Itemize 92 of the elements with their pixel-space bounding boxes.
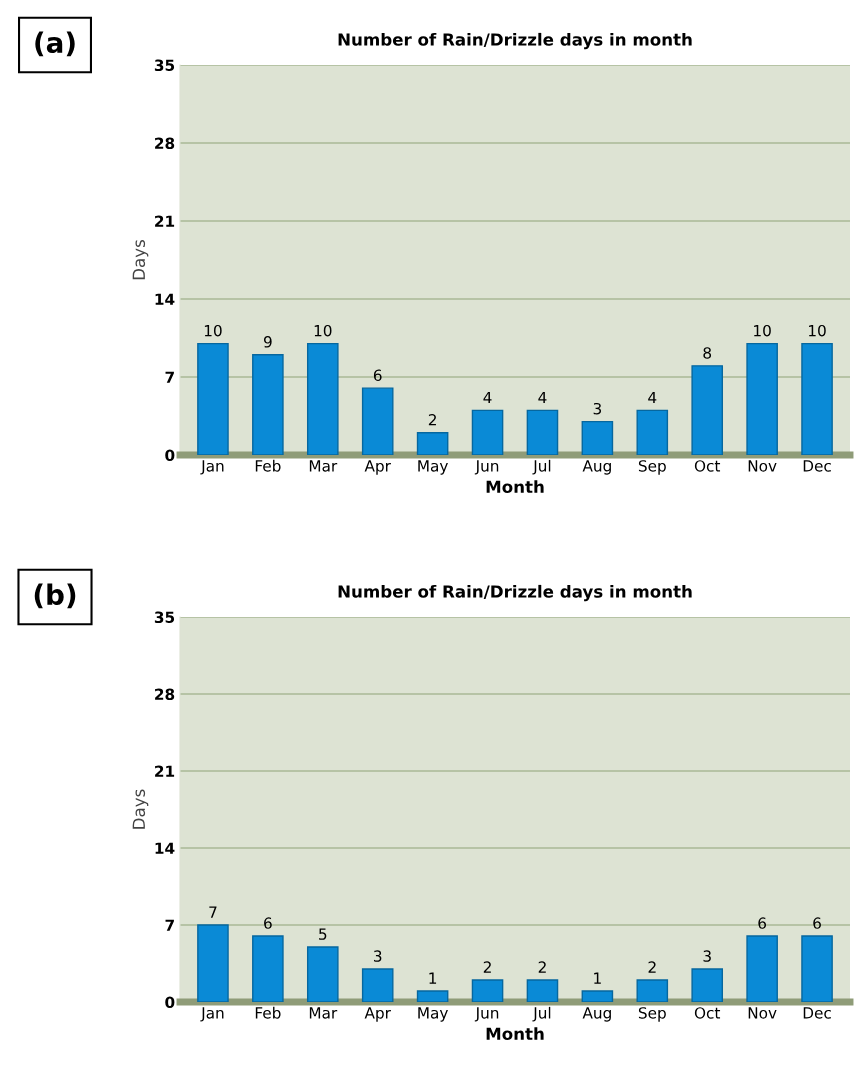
- data-label: 6: [373, 369, 382, 382]
- bar: [581, 990, 614, 1002]
- text: (b): [34, 583, 76, 609]
- bar: [252, 935, 284, 1002]
- chart-title: Number of Rain/Drizzle days in month: [338, 32, 692, 50]
- y-tick-label: 21: [155, 765, 175, 777]
- data-label: 2: [483, 961, 491, 973]
- bar: [526, 409, 559, 455]
- data-label: 6: [758, 917, 767, 929]
- bar: [636, 979, 669, 1002]
- x-tick-label: Jan: [200, 1007, 224, 1022]
- bar: [801, 935, 833, 1002]
- data-label: 10: [809, 324, 826, 337]
- x-tick-label: Dec: [803, 460, 831, 472]
- x-tick-label: Mar: [309, 460, 338, 472]
- data-label: 2: [538, 961, 546, 973]
- data-label: 10: [314, 324, 332, 337]
- x-tick-label: Dec: [803, 1007, 831, 1019]
- bar: [306, 946, 339, 1002]
- x-tick-label: Feb: [255, 1006, 281, 1019]
- x-tick-label: Nov: [748, 1007, 777, 1019]
- data-label: 3: [593, 402, 602, 415]
- data-label: 8: [703, 347, 712, 359]
- data-label: 10: [204, 324, 222, 337]
- x-tick-label: Mar: [309, 1007, 338, 1019]
- y-tick-label: 28: [155, 688, 175, 701]
- bar: [801, 342, 833, 455]
- bar: [581, 420, 614, 455]
- x-tick-label: May: [418, 1007, 448, 1022]
- y-tick-label: 7: [165, 919, 174, 931]
- data-label: 3: [703, 950, 711, 962]
- y-tick-label: 14: [155, 842, 175, 854]
- bar: [471, 979, 504, 1002]
- x-tick-label: May: [418, 460, 448, 475]
- y-tick-label: 7: [165, 371, 174, 383]
- bar: [252, 354, 284, 455]
- y-tick-label: 14: [155, 293, 175, 305]
- data-label: 4: [538, 391, 547, 404]
- x-tick-label: Jun: [474, 460, 499, 475]
- bar: [471, 409, 504, 455]
- x-axis-title: Month: [486, 1027, 544, 1041]
- x-tick-label: Aug: [582, 1007, 611, 1022]
- bar: [526, 979, 559, 1002]
- x-tick-label: Jul: [532, 459, 551, 475]
- y-tick-label: 35: [154, 59, 175, 72]
- bar: [691, 968, 724, 1002]
- data-label: 6: [264, 917, 272, 929]
- data-label: 2: [428, 414, 436, 426]
- bar: [361, 387, 394, 455]
- bar: [746, 342, 778, 455]
- data-label: 6: [813, 917, 821, 929]
- y-axis-title: Days: [132, 789, 149, 829]
- bar: [197, 924, 229, 1002]
- data-label: 9: [263, 336, 272, 348]
- y-tick-label: 21: [155, 215, 175, 227]
- x-tick-label: Aug: [582, 460, 611, 475]
- data-label: 1: [594, 972, 601, 984]
- bar: [691, 365, 724, 455]
- x-tick-label: Jan: [200, 460, 224, 475]
- x-tick-label: Sep: [638, 1007, 666, 1022]
- data-label: 1: [429, 972, 437, 984]
- bar: [197, 342, 229, 455]
- data-label: 4: [648, 391, 657, 404]
- data-label: 10: [754, 324, 771, 337]
- x-tick-label: Nov: [748, 460, 777, 472]
- x-axis-title: Month: [486, 480, 544, 494]
- x-tick-label: Jun: [474, 1007, 499, 1022]
- bar: [361, 968, 394, 1002]
- bar: [746, 935, 778, 1002]
- y-tick-label: 0: [165, 449, 175, 462]
- bar: [416, 432, 449, 455]
- x-tick-label: Jul: [532, 1006, 551, 1022]
- x-tick-label: Feb: [255, 459, 281, 472]
- y-tick-label: 0: [165, 996, 175, 1009]
- y-tick-label: 35: [154, 611, 175, 624]
- data-label: 2: [648, 961, 656, 973]
- y-axis-title: Days: [132, 240, 149, 280]
- bar: [636, 409, 669, 455]
- bar: [306, 342, 339, 455]
- x-tick-label: Apr: [364, 460, 391, 475]
- text: (a): [35, 31, 75, 57]
- x-tick-label: Oct: [694, 460, 721, 472]
- x-tick-label: Oct: [694, 1007, 721, 1019]
- chart-title: Number of Rain/Drizzle days in month: [338, 584, 692, 602]
- data-label: 4: [483, 391, 492, 404]
- y-tick-label: 28: [155, 137, 175, 150]
- data-label: 3: [374, 950, 382, 962]
- data-label: 7: [209, 906, 217, 918]
- bar: [416, 990, 449, 1002]
- x-tick-label: Apr: [364, 1007, 391, 1022]
- x-tick-label: Sep: [638, 460, 666, 475]
- data-label: 5: [319, 928, 327, 940]
